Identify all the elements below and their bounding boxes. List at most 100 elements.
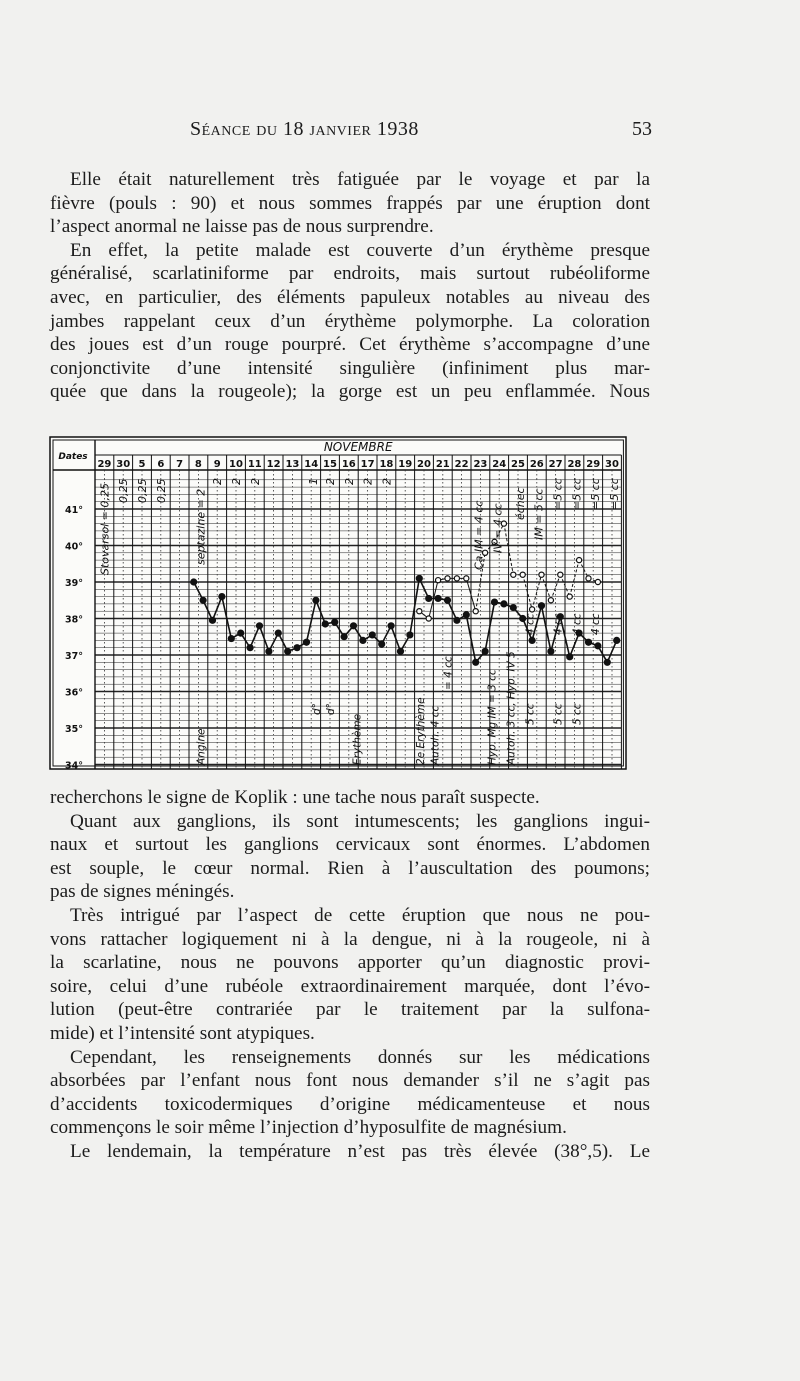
text-line: naux et surtout les ganglions cervicaux … — [50, 834, 650, 856]
temperature-point — [208, 616, 217, 624]
temperature-point — [406, 631, 414, 639]
running-header: Séance du 18 janvier 1938 53 — [50, 118, 652, 146]
annotation-bottom: Autoh. 4 cc — [429, 706, 441, 766]
pulse-point — [557, 571, 564, 578]
temperature-point — [246, 644, 254, 652]
annotation-top: =5 cc — [608, 478, 621, 510]
temperature-segment — [446, 599, 458, 621]
temperature-segment — [211, 596, 223, 621]
temperature-segment — [221, 596, 233, 639]
text-line: commençons le soir même l’injection d’hy… — [50, 1117, 567, 1139]
date-label: 19 — [398, 459, 412, 470]
temperature-point — [556, 613, 564, 621]
annotation-top: 2 — [211, 478, 224, 485]
text-line: généralisé, scarlatiniforme par endroits… — [50, 263, 650, 285]
annotation-bottom: d° — [325, 703, 337, 715]
temperature-point — [199, 596, 207, 604]
temperature-segment — [559, 616, 571, 658]
pulse-point — [510, 571, 517, 578]
date-label: 21 — [436, 459, 450, 470]
temperature-point — [312, 596, 320, 604]
date-label: 14 — [304, 459, 318, 470]
temperature-point — [500, 600, 508, 608]
temperature-segment — [418, 578, 430, 599]
text-line: Elle était naturellement très fatiguée p… — [70, 169, 650, 190]
pulse-segment — [522, 574, 533, 610]
temperature-segment — [568, 632, 580, 658]
temperature-segment — [521, 618, 533, 641]
text-line: pas de signes méningés. — [50, 881, 235, 903]
date-label: 23 — [473, 459, 487, 470]
pulse-point — [434, 576, 442, 584]
pulse-point — [594, 578, 602, 586]
running-title: Séance du 18 janvier 1938 — [190, 118, 419, 140]
y-tick-label: 36° — [65, 688, 83, 699]
temperature-point — [425, 594, 433, 603]
annotation-bottom: Angine — [195, 728, 207, 766]
date-label: 28 — [567, 459, 581, 470]
temperature-point — [368, 631, 376, 639]
pulse-point — [453, 575, 461, 582]
annotation-bottom: Autoh. 3 cc, Hyp. IV 5 — [505, 651, 517, 766]
pulse-point — [528, 606, 536, 613]
pulse-segment — [578, 559, 589, 579]
temperature-point — [302, 638, 311, 646]
temperature-segment — [390, 625, 402, 652]
temperature-point — [472, 658, 480, 666]
text-line: d’accidents toxicodermiques d’origine mé… — [50, 1093, 650, 1115]
temperature-point — [237, 629, 245, 637]
date-label: 20 — [417, 459, 431, 470]
annotation-top: échec — [514, 487, 527, 520]
text-line: recherchons le signe de Koplik : une tac… — [50, 787, 540, 808]
annotation-bottom: 5 cc — [571, 703, 583, 725]
y-tick-label: 41° — [65, 505, 83, 516]
annotation-top: 0,25 — [136, 479, 149, 504]
temperature-point — [443, 596, 452, 604]
y-tick-label: 37° — [65, 651, 83, 662]
text-line: Le lendemain, la température n’est pas t… — [70, 1140, 650, 1162]
y-tick-label: 39° — [65, 578, 83, 589]
temperature-point — [537, 602, 546, 610]
pulse-point — [472, 607, 479, 615]
date-label: 25 — [511, 459, 525, 470]
pulse-point — [575, 556, 583, 564]
date-label: 22 — [455, 459, 469, 470]
temperature-point — [434, 594, 442, 603]
temperature-point — [575, 629, 583, 637]
annotation-bottom: 5 cc — [552, 703, 564, 725]
annotation-top: 0,25 — [117, 479, 130, 504]
temperature-point — [378, 640, 386, 648]
temperature-point — [509, 603, 517, 612]
annotation-bottom: 4 cc — [524, 613, 536, 635]
text-line: Cependant, les renseignements donnés sur… — [70, 1046, 650, 1068]
text-line: Quant aux ganglions, ils sont intumescen… — [70, 810, 650, 832]
temperature-point — [340, 633, 348, 641]
temperature-point — [359, 636, 367, 644]
pulse-point — [538, 571, 545, 578]
date-label: 27 — [549, 459, 563, 470]
temperature-segment — [249, 625, 261, 649]
annotation-top: IV = 4 cc — [491, 503, 504, 553]
temperature-point — [519, 614, 527, 623]
date-label: 29 — [586, 459, 600, 470]
temperature-point — [284, 647, 292, 655]
temperature-point — [321, 620, 329, 628]
pulse-point — [585, 575, 592, 582]
pulse-segment — [550, 574, 561, 601]
body-text-top: Elle était naturellement très fatiguée p… — [50, 168, 650, 404]
text-line: l’aspect anormal ne laisse pas de nous s… — [50, 216, 434, 238]
annotation-top: 0,25 — [155, 479, 168, 504]
pulse-point — [491, 538, 498, 546]
annotation-top: 2 — [230, 478, 243, 485]
text-line: Très intrigué par l’aspect de cette érup… — [70, 904, 650, 926]
annotation-top: IM = 5 cc — [533, 488, 546, 540]
y-tick-label: 40° — [65, 542, 83, 553]
temperature-segment — [202, 599, 214, 621]
text-line: lution (peut-être contrariée par le trai… — [50, 999, 650, 1021]
pulse-segment — [465, 578, 477, 612]
temperature-point — [255, 622, 264, 630]
temperature-point — [387, 622, 395, 630]
pulse-point — [444, 575, 451, 582]
temperature-segment — [550, 616, 562, 652]
